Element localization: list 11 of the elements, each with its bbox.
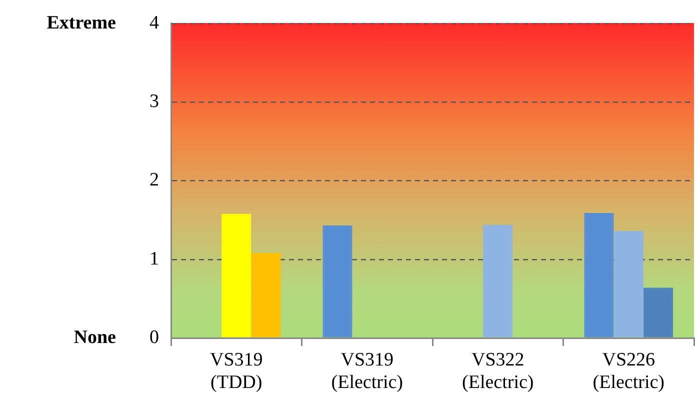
y-tick-label: 1 (150, 248, 159, 270)
x-tick-label: VS226 (Electric) (592, 349, 664, 394)
text: None (74, 326, 116, 348)
text: Extreme (46, 12, 116, 34)
y-tick-label: 3 (150, 91, 159, 112)
y-tick-label: 4 (150, 12, 160, 34)
y-tick-label: 0 (150, 326, 159, 348)
x-tick-label: VS322 (Electric) (462, 349, 534, 394)
y-tick-label: 2 (150, 170, 159, 191)
x-tick-label: VS319 (TDD) (210, 349, 263, 394)
x-tick-label: VS319 (Electric) (331, 349, 403, 394)
